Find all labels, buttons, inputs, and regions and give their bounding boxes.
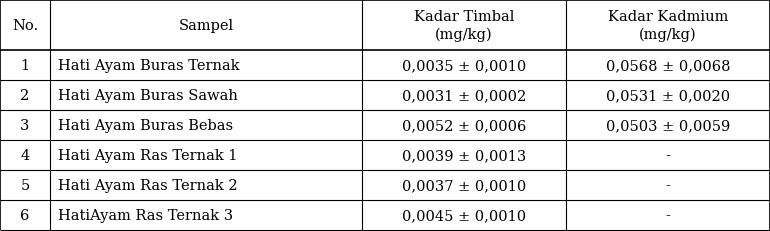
Text: Hati Ayam Buras Sawah: Hati Ayam Buras Sawah — [58, 89, 238, 103]
Text: No.: No. — [12, 19, 38, 33]
Text: 5: 5 — [20, 178, 30, 192]
Text: 0,0503 ± 0,0059: 0,0503 ± 0,0059 — [606, 119, 730, 132]
Text: 1: 1 — [21, 59, 29, 73]
Text: Sampel: Sampel — [179, 19, 233, 33]
Text: 0,0045 ± 0,0010: 0,0045 ± 0,0010 — [402, 208, 526, 222]
Text: HatiAyam Ras Ternak 3: HatiAyam Ras Ternak 3 — [58, 208, 233, 222]
Text: Kadar Timbal
(mg/kg): Kadar Timbal (mg/kg) — [413, 9, 514, 42]
Text: Kadar Kadmium
(mg/kg): Kadar Kadmium (mg/kg) — [608, 9, 728, 42]
Text: 0,0052 ± 0,0006: 0,0052 ± 0,0006 — [402, 119, 526, 132]
Text: 0,0568 ± 0,0068: 0,0568 ± 0,0068 — [606, 59, 730, 73]
Text: 3: 3 — [20, 119, 30, 132]
Text: 0,0039 ± 0,0013: 0,0039 ± 0,0013 — [402, 148, 526, 162]
Text: -: - — [665, 178, 671, 192]
Text: 0,0031 ± 0,0002: 0,0031 ± 0,0002 — [402, 89, 526, 103]
Text: 6: 6 — [20, 208, 30, 222]
Text: Hati Ayam Ras Ternak 2: Hati Ayam Ras Ternak 2 — [58, 178, 238, 192]
Text: Hati Ayam Ras Ternak 1: Hati Ayam Ras Ternak 1 — [58, 148, 238, 162]
Text: 0,0037 ± 0,0010: 0,0037 ± 0,0010 — [402, 178, 526, 192]
Text: 4: 4 — [20, 148, 30, 162]
Text: 0,0035 ± 0,0010: 0,0035 ± 0,0010 — [402, 59, 526, 73]
Text: 0,0531 ± 0,0020: 0,0531 ± 0,0020 — [606, 89, 730, 103]
Text: 2: 2 — [20, 89, 30, 103]
Text: -: - — [665, 148, 671, 162]
Text: Hati Ayam Buras Bebas: Hati Ayam Buras Bebas — [58, 119, 233, 132]
Text: Hati Ayam Buras Ternak: Hati Ayam Buras Ternak — [58, 59, 239, 73]
Text: -: - — [665, 208, 671, 222]
